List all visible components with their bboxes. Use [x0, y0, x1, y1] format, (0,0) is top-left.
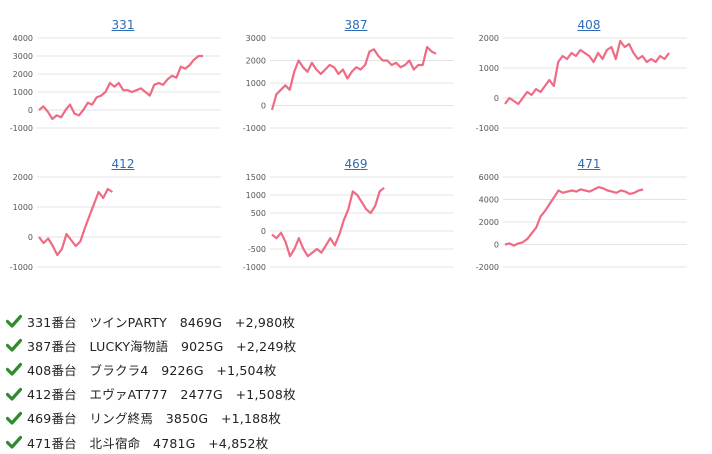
list-item: 408番台 ブラクラ4 9226G +1,504枚: [6, 357, 296, 381]
y-tick-label: 0: [28, 233, 33, 242]
list-item-text: 331番台 ツインPARTY 8469G +2,980枚: [27, 314, 296, 330]
y-tick-label: 0: [261, 227, 266, 236]
chart-panel-412: 412 -1000 0 1000 2000: [5, 157, 241, 297]
y-tick-label: 1000: [246, 79, 266, 88]
chart-408: -1000 0 1000 2000: [476, 34, 687, 133]
list-item: 387番台 LUCKY海物語 9025G +2,249枚: [6, 333, 296, 357]
y-tick-label: -500: [248, 245, 266, 254]
y-tick-label: -1000: [10, 124, 33, 133]
y-tick-label: 0: [494, 241, 499, 250]
y-tick-label: 1000: [13, 203, 33, 212]
list-item: 412番台 エヴァAT777 2477G +1,508枚: [6, 382, 296, 406]
series-line: [270, 45, 437, 111]
y-tick-label: 2000: [479, 218, 499, 227]
chart-471: -2000 0 2000 4000 6000: [476, 173, 687, 272]
y-tick-label: 2000: [13, 173, 33, 182]
checkmark-icon: [6, 435, 22, 449]
chart-title-387[interactable]: 387: [344, 18, 368, 32]
y-tick-label: 1000: [13, 88, 33, 97]
chart-387: -1000 0 1000 2000 3000: [243, 34, 454, 133]
chart-title-469[interactable]: 469: [344, 157, 368, 171]
y-tick-label: 2000: [13, 70, 33, 79]
chart-panel-387: 387 -1000 0 1000 2000 3000: [238, 18, 474, 158]
checkmark-icon: [6, 339, 22, 352]
chart-title-471[interactable]: 471: [577, 157, 601, 171]
y-tick-label: 3000: [246, 34, 266, 43]
list-item-text: 471番台 北斗宿命 4781G +4,852枚: [27, 435, 269, 451]
list-item-text: 412番台 エヴァAT777 2477G +1,508枚: [27, 387, 296, 403]
y-tick-label: 500: [251, 209, 266, 218]
list-item: 471番台 北斗宿命 4781G +4,852枚: [6, 430, 296, 454]
list-item: 331番台 ツインPARTY 8469G +2,980枚: [6, 309, 296, 333]
y-tick-label: 1500: [246, 173, 266, 182]
y-tick-label: -2000: [476, 263, 499, 272]
y-tick-label: -1000: [10, 263, 33, 272]
chart-331: -1000 0 1000 2000 3000 4000: [10, 34, 221, 133]
list-item: 469番台 リング終焉 3850G +1,188枚: [6, 406, 296, 430]
series-line: [504, 186, 644, 247]
y-tick-label: 0: [261, 102, 266, 111]
series-line: [38, 54, 203, 121]
chart-panel-408: 408 -1000 0 1000 2000: [471, 18, 707, 158]
list-item-text: 469番台 リング終焉 3850G +1,188枚: [27, 411, 282, 427]
list-item-text: 387番台 LUCKY海物語 9025G +2,249枚: [27, 338, 297, 354]
chart-title-408[interactable]: 408: [577, 18, 601, 32]
y-tick-label: 3000: [13, 52, 33, 61]
y-tick-label: 6000: [479, 173, 499, 182]
y-tick-label: 0: [494, 94, 499, 103]
chart-412: -1000 0 1000 2000: [10, 173, 221, 272]
y-tick-label: -1000: [476, 124, 499, 133]
checkmark-icon: [6, 314, 22, 328]
series-line: [504, 39, 670, 106]
checkmark-icon: [6, 411, 22, 425]
checkmark-icon: [6, 363, 22, 377]
y-tick-label: -1000: [243, 263, 266, 272]
checkmark-icon: [6, 387, 22, 401]
result-list: 331番台 ツインPARTY 8469G +2,980枚 387番台 LUCKY…: [6, 309, 296, 454]
y-tick-label: 2000: [246, 57, 266, 66]
chart-title-412[interactable]: 412: [111, 157, 135, 171]
y-tick-label: 2000: [479, 34, 499, 43]
y-tick-label: 0: [28, 106, 33, 115]
y-tick-label: 4000: [13, 34, 33, 43]
y-tick-label: -1000: [243, 124, 266, 133]
chart-panel-471: 471 -2000 0 2000 4000 6000: [471, 157, 707, 297]
y-tick-label: 1000: [246, 191, 266, 200]
series-line: [271, 186, 385, 258]
chart-469: -1000 -500 0 500 1000 1500: [243, 173, 454, 272]
chart-panel-469: 469 -1000 -500 0 500 1000 1500: [238, 157, 474, 297]
chart-title-331[interactable]: 331: [111, 18, 135, 32]
y-tick-label: 4000: [479, 196, 499, 205]
list-item-text: 408番台 ブラクラ4 9226G +1,504枚: [27, 362, 277, 378]
series-line: [38, 187, 114, 257]
chart-panel-331: 331 -1000 0 1000 2000 3000 4000: [5, 18, 241, 158]
y-tick-label: 1000: [479, 64, 499, 73]
